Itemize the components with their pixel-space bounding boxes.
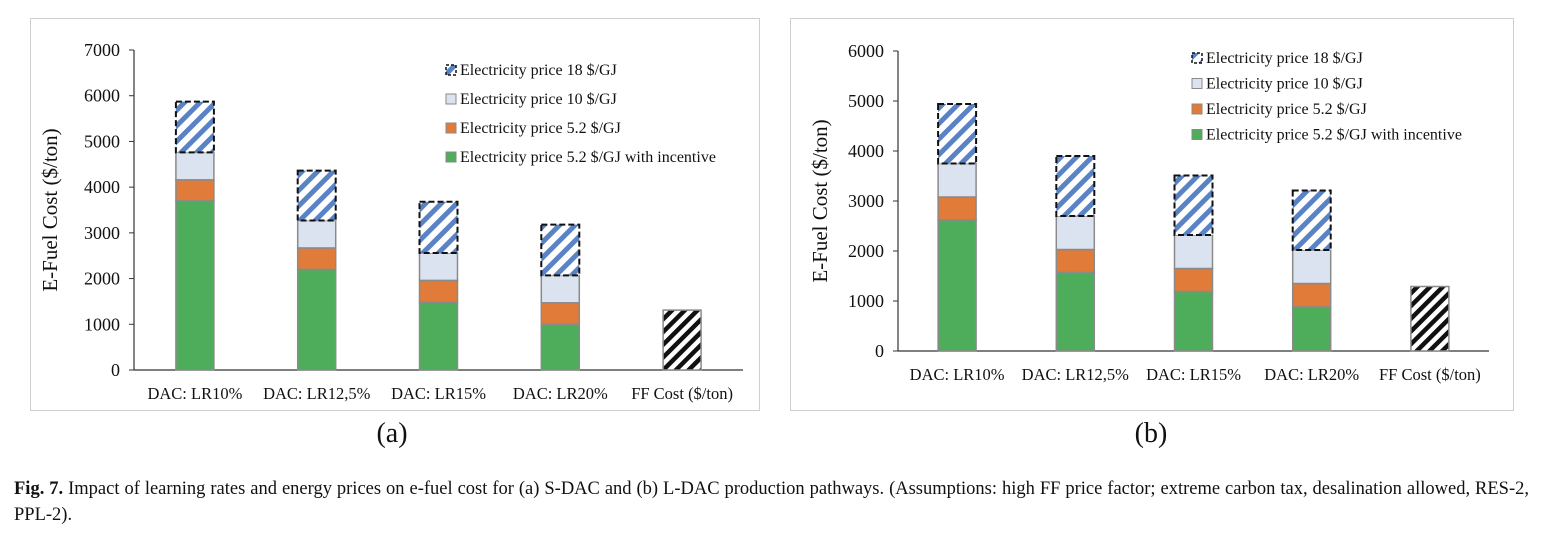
y-tick-label: 3000 xyxy=(848,191,884,211)
x-category-label: DAC: LR20% xyxy=(513,384,608,403)
x-category-label: DAC: LR10% xyxy=(910,365,1005,384)
bar-segment xyxy=(937,162,977,198)
legend-label: Electricity price 18 $/GJ xyxy=(1206,50,1363,67)
legend-label: Electricity price 5.2 $/GJ xyxy=(460,120,621,137)
y-tick-label: 2000 xyxy=(848,241,884,261)
y-tick-label: 1000 xyxy=(848,291,884,311)
legend-label: Electricity price 10 $/GJ xyxy=(1206,76,1363,93)
figure-caption: Fig. 7. Impact of learning rates and ene… xyxy=(14,476,1529,528)
y-axis-title: E-Fuel Cost ($/ton) xyxy=(38,128,62,291)
legend-label: Electricity price 5.2 $/GJ with incentiv… xyxy=(1206,127,1462,144)
bar-segment xyxy=(540,323,581,371)
bar-segment xyxy=(418,252,459,282)
x-category-label: FF Cost ($/ton) xyxy=(631,384,733,403)
bar-segment xyxy=(418,301,459,371)
x-category-label: DAC: LR15% xyxy=(391,384,486,403)
y-tick-label: 0 xyxy=(111,360,120,380)
bar-segment xyxy=(175,151,215,181)
x-category-label: DAC: LR15% xyxy=(1146,365,1241,384)
bar-segment xyxy=(540,223,581,277)
chart-b-svg: 0 1000 2000 3000 4000 5000 6000 E-Fuel Cost ($/… xyxy=(808,41,1489,384)
bar-segment xyxy=(296,169,337,222)
chart-panel-a: 0 1000 2000 3000 4000 5000 6000 7000 E-Fuel Cost… xyxy=(30,18,760,411)
bar-segment xyxy=(1055,271,1096,352)
legend-swatch xyxy=(1191,78,1203,89)
bar-segment xyxy=(1173,290,1214,352)
ff-cost-bar xyxy=(1410,285,1450,352)
bar-segment xyxy=(1173,174,1214,236)
bar-segment xyxy=(418,279,459,304)
y-tick-label: 6000 xyxy=(84,86,120,106)
bar-segment xyxy=(1173,267,1214,293)
bar-segment xyxy=(296,268,337,371)
legend-swatch xyxy=(445,151,457,163)
chart-panel-b: 0 1000 2000 3000 4000 5000 6000 E-Fuel Cost ($/… xyxy=(790,18,1514,411)
y-tick-label: 5000 xyxy=(848,91,884,111)
bar-segment xyxy=(174,100,215,154)
bar-segment xyxy=(175,179,215,202)
y-tick-label: 5000 xyxy=(84,131,120,151)
bar-segment xyxy=(1291,282,1332,308)
y-tick-label: 4000 xyxy=(84,177,120,197)
x-category-label: FF Cost ($/ton) xyxy=(1379,365,1481,384)
bar-segment xyxy=(540,274,581,304)
chart-a-svg: 0 1000 2000 3000 4000 5000 6000 7000 E-Fuel Cost… xyxy=(38,40,743,403)
legend-swatch xyxy=(445,122,457,134)
bar-segment xyxy=(1055,248,1096,274)
bar-segment xyxy=(418,200,459,254)
x-category-label: DAC: LR10% xyxy=(147,384,242,403)
bar-segment xyxy=(1173,234,1214,270)
legend-swatch xyxy=(1191,103,1203,115)
bar-segment xyxy=(1055,215,1096,251)
legend-swatch xyxy=(445,64,457,76)
legend-label: Electricity price 5.2 $/GJ with incentiv… xyxy=(460,149,716,166)
legend-swatch xyxy=(1191,52,1203,64)
bar-segment xyxy=(1291,249,1332,285)
y-tick-label: 7000 xyxy=(84,40,120,60)
bar-segment xyxy=(540,302,581,326)
bar-segment xyxy=(1291,189,1332,251)
caption-label: Fig. 7. xyxy=(14,479,64,499)
y-tick-label: 3000 xyxy=(84,223,120,243)
bar-segment xyxy=(296,247,337,271)
legend-label: Electricity price 5.2 $/GJ xyxy=(1206,101,1367,118)
legend-label: Electricity price 18 $/GJ xyxy=(460,62,617,79)
x-category-label: DAC: LR12,5% xyxy=(263,384,371,403)
legend-swatch xyxy=(1191,129,1203,140)
x-category-label: DAC: LR12,5% xyxy=(1022,365,1130,384)
y-tick-label: 1000 xyxy=(84,314,120,334)
ff-cost-bar xyxy=(662,309,702,371)
y-axis-title: E-Fuel Cost ($/ton) xyxy=(808,119,832,282)
bar-segment xyxy=(937,219,977,352)
panel-a-label: (a) xyxy=(376,418,408,449)
bar-segment xyxy=(1291,306,1332,352)
bar-segment xyxy=(937,103,978,165)
y-tick-label: 0 xyxy=(875,341,884,361)
bar-segment xyxy=(296,219,337,249)
caption-text: Impact of learning rates and energy pric… xyxy=(14,479,1529,525)
legend-label: Electricity price 10 $/GJ xyxy=(460,91,617,108)
x-category-label: DAC: LR20% xyxy=(1264,365,1359,384)
bar-segment xyxy=(175,200,215,371)
y-tick-label: 6000 xyxy=(848,41,884,61)
bar-segment xyxy=(937,196,977,221)
y-tick-label: 4000 xyxy=(848,141,884,161)
panel-b-label: (b) xyxy=(1134,418,1168,449)
bar-segment xyxy=(1055,155,1096,217)
y-tick-label: 2000 xyxy=(84,269,120,289)
legend-swatch xyxy=(445,93,457,105)
